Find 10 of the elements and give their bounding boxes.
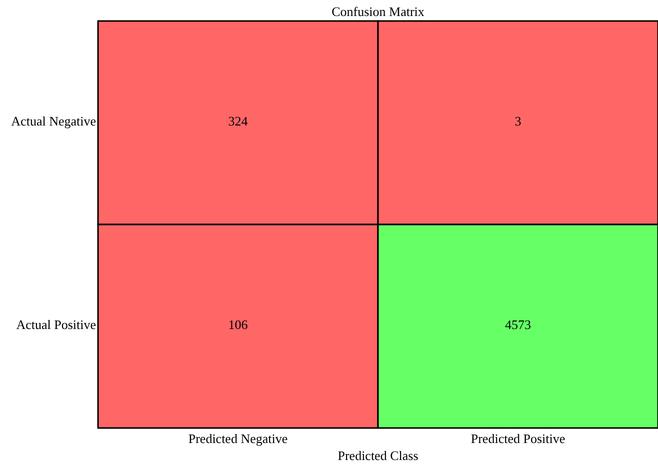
x-axis-title: Predicted Class bbox=[338, 448, 418, 463]
chart-title: Confusion Matrix bbox=[332, 4, 425, 19]
data-label: 4573 bbox=[505, 317, 531, 332]
y-tick-label: Actual Negative bbox=[11, 114, 96, 129]
y-tick-label: Actual Positive bbox=[16, 317, 96, 332]
data-label: 106 bbox=[228, 317, 248, 332]
data-label: 324 bbox=[228, 114, 248, 129]
x-tick-label: Predicted Negative bbox=[188, 431, 288, 446]
x-tick-label: Predicted Positive bbox=[470, 431, 566, 446]
data-label: 3 bbox=[514, 114, 522, 129]
